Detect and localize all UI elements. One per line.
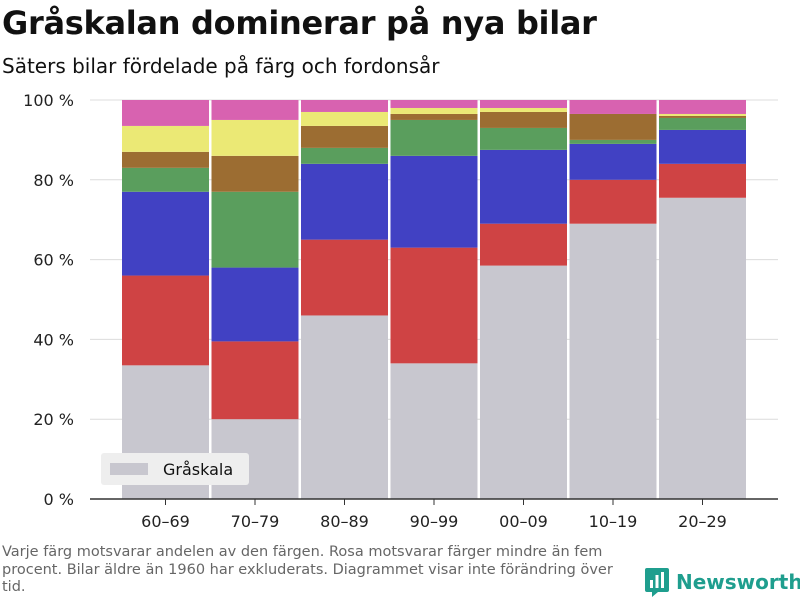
x-tick-label: 10–19 — [589, 512, 638, 531]
legend-swatch-graskala — [110, 463, 148, 475]
x-tick-label: 70–79 — [231, 512, 280, 531]
bar-segment — [301, 111, 388, 126]
y-tick-label: 100 % — [23, 91, 74, 110]
y-tick-label: 40 % — [33, 330, 74, 349]
bar-segment — [659, 115, 746, 118]
bar-segment — [569, 179, 657, 224]
bar-segment — [659, 113, 746, 116]
bar-segment — [122, 167, 209, 192]
bar-segment — [390, 113, 478, 120]
y-tick-label: 80 % — [33, 171, 74, 190]
bar-segment — [569, 223, 657, 499]
bar-chart-logo-icon — [645, 568, 669, 597]
bar-segment — [390, 155, 478, 248]
bar-segment — [480, 223, 567, 266]
bar-segment — [480, 265, 567, 499]
bar-segment — [122, 275, 209, 366]
bar-segment — [390, 100, 478, 108]
y-tick-label: 20 % — [33, 410, 74, 429]
bar-segment — [390, 247, 478, 364]
bar-segment — [301, 239, 388, 316]
bar-segment — [480, 100, 567, 108]
bar-segment — [122, 125, 209, 152]
bar-segment — [569, 143, 657, 180]
x-tick-label: 60–69 — [141, 512, 190, 531]
bar-segment — [659, 100, 746, 114]
bar-segment — [480, 149, 567, 224]
bar-segment — [211, 119, 299, 156]
brand-name: Newsworthy — [676, 570, 800, 594]
bar-segment — [569, 139, 657, 144]
bar-segment — [301, 125, 388, 148]
bar-segment — [480, 127, 567, 150]
bar-segment — [390, 107, 478, 114]
x-tick-label: 80–89 — [320, 512, 369, 531]
bar-segment — [301, 100, 388, 112]
bar-segment — [122, 191, 209, 276]
brand-logo[interactable]: Newsworthy — [644, 566, 800, 598]
bar-segment — [390, 363, 478, 499]
bar-segment — [211, 100, 299, 120]
bar-segment — [569, 113, 657, 140]
footnote: Varje färg motsvarar andelen av den färg… — [2, 544, 613, 595]
bar-segment — [390, 119, 478, 156]
chart-subtitle: Säters bilar fördelade på färg och fordo… — [2, 54, 440, 78]
bar-segment — [122, 100, 209, 126]
bar-segment — [569, 100, 657, 114]
legend-box — [101, 453, 249, 485]
legend-label-graskala: Gråskala — [163, 460, 233, 479]
bar-segment — [211, 341, 299, 420]
bar-segment — [301, 163, 388, 240]
bar-segment — [659, 163, 746, 198]
bar-segment — [659, 117, 746, 130]
bar-segment — [301, 315, 388, 499]
stacked-bar-chart: 0 % 20 % 40 % 60 % 80 % 100 % 60–69 70–79 80–89 9… — [23, 91, 778, 531]
y-tick-label: 60 % — [33, 251, 74, 270]
x-tick-label: 00–09 — [499, 512, 548, 531]
bar-segment — [122, 151, 209, 168]
bar-segment — [659, 197, 746, 499]
bar-segment — [211, 191, 299, 268]
bar-segment — [211, 267, 299, 342]
bar-segment — [301, 147, 388, 164]
chart-title: Gråskalan dominerar på nya bilar — [2, 4, 597, 42]
x-tick-label: 90–99 — [410, 512, 459, 531]
y-tick-label: 0 % — [44, 490, 74, 509]
bar-segment — [480, 107, 567, 112]
bar-segment — [211, 155, 299, 192]
bar-segment — [480, 111, 567, 128]
bar-segment — [659, 129, 746, 164]
x-tick-label: 20–29 — [678, 512, 727, 531]
